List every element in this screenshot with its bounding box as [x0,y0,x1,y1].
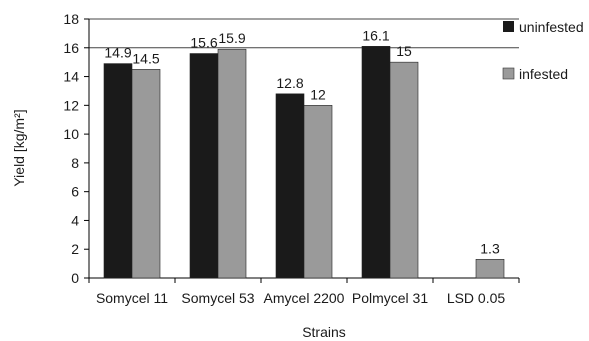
data-label-infested: 15 [396,43,412,59]
category-label: Somycel 11 [96,290,168,306]
y-tick-label: 18 [63,11,79,27]
category-label: Amycel 2200 [264,290,345,306]
bar-infested [475,258,505,279]
y-tick-label: 12 [63,97,79,113]
y-tick-label: 4 [71,212,79,228]
data-label-uninfested: 12.8 [276,75,303,91]
bar-infested [131,69,161,279]
category-label: Somycel 53 [181,290,254,306]
y-tick-label: 14 [63,69,79,85]
data-label-uninfested: 15.6 [190,35,217,51]
bar-infested [217,48,247,279]
bar-uninfested [361,46,391,279]
y-tick-label: 16 [63,40,79,56]
y-tick-label: 2 [71,241,79,257]
y-tick-label: 6 [71,184,79,200]
legend-label-uninfested: uninfested [519,19,584,35]
bar-uninfested [275,93,305,279]
x-axis-title: Strains [302,324,346,340]
data-label-uninfested: 14.9 [104,45,131,61]
bar-uninfested [189,53,219,279]
category-label: Polmycel 31 [352,290,428,306]
bar-infested [389,61,419,279]
y-axis-title: Yield [kg/m²] [11,109,27,186]
y-tick-label: 8 [71,155,79,171]
data-label-infested: 1.3 [480,240,500,256]
legend-swatch-uninfested [503,21,514,32]
bar-uninfested [103,63,133,279]
data-label-uninfested: 16.1 [362,27,389,43]
legend: uninfested infested [502,19,584,82]
data-label-infested: 14.5 [132,50,159,66]
y-tick-label: 0 [71,270,79,286]
data-label-infested: 15.9 [218,30,245,46]
y-tick-label: 10 [63,126,79,142]
category-label: LSD 0.05 [447,290,506,306]
plot-area: 0 2 4 6 8 10 12 14 16 18 Somycel 11 Somycel 53 Amyce… [63,11,520,306]
legend-label-infested: infested [519,66,568,82]
data-label-infested: 12 [310,86,326,102]
bar-infested [303,105,333,279]
legend-swatch-infested [502,67,515,80]
